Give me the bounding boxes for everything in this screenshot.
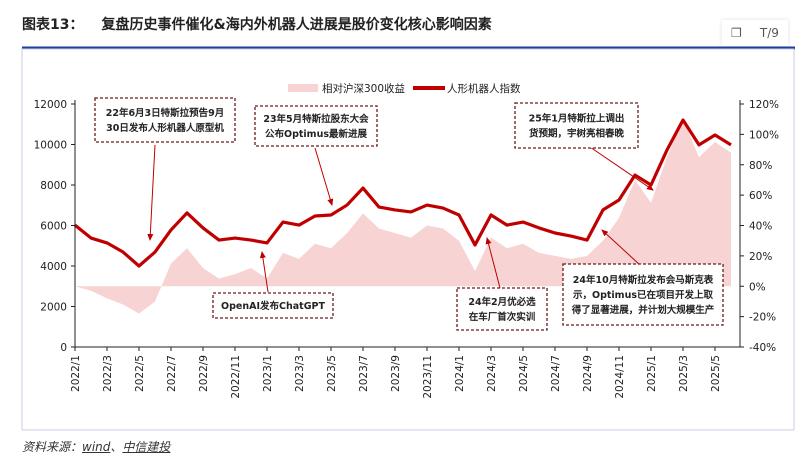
y-left-tick-label: 10000 — [34, 140, 67, 152]
x-tick-label: 2022/11 — [230, 355, 242, 399]
y-right-tick-label: 60% — [749, 190, 772, 202]
y-right-tick-label: 100% — [749, 129, 779, 141]
y-right-tick-label: -20% — [749, 312, 776, 324]
source-wind[interactable]: wind — [82, 440, 111, 454]
page-indicator[interactable]: T/9 — [759, 26, 779, 40]
y-left-tick-label: 0 — [60, 342, 67, 354]
annotation-text: OpenAI发布ChatGPT — [221, 300, 325, 312]
copy-icon[interactable]: ❐ — [731, 26, 742, 40]
x-tick-label: 2024/7 — [550, 355, 562, 392]
x-tick-label: 2023/7 — [358, 355, 370, 392]
figure-title: 复盘历史事件催化&海内外机器人进展是股价变化核心影响因素 — [101, 17, 492, 33]
legend-swatch-area — [288, 84, 318, 92]
annotation-arrow — [589, 146, 654, 191]
x-tick-label: 2022/7 — [166, 355, 178, 392]
x-tick-label: 2024/1 — [454, 355, 466, 392]
x-tick-label: 2023/3 — [294, 355, 306, 392]
source-prefix: 资料来源： — [22, 440, 83, 454]
y-left-tick-label: 8000 — [40, 180, 67, 192]
annotation-arrow — [259, 251, 269, 293]
frame — [21, 48, 795, 431]
toolbar: ❐ T/9 — [722, 20, 788, 46]
x-tick-label: 2023/11 — [422, 355, 434, 399]
annotation-text: 在车厂首次实训 — [469, 311, 536, 323]
annotation-text: 公布Optimus最新进展 — [265, 128, 367, 140]
chart-title: 图表13： 复盘历史事件催化&海内外机器人进展是股价变化核心影响因素 — [22, 14, 492, 34]
x-tick-label: 2022/5 — [134, 355, 146, 392]
annotation-box — [456, 287, 548, 331]
y-right-tick-label: 120% — [749, 99, 779, 111]
x-tick-label: 2022/9 — [198, 355, 210, 392]
annotation-text: 25年1月特斯拉上调出 — [529, 113, 625, 125]
annotation-text: 30日发布人形机器人原型机 — [106, 122, 224, 134]
series-line-robot-index — [73, 118, 732, 268]
annotation-text: 得了显著进展，并计划大规模生产 — [571, 304, 715, 316]
annotation-text: 23年5月特斯拉股东大会 — [263, 113, 369, 125]
x-tick-label: 2025/3 — [678, 355, 690, 392]
x-tick-label: 2022/1 — [70, 355, 82, 392]
annotation-text: 22年6月3日特斯拉预告9月 — [106, 107, 225, 119]
legend-swatch-line — [413, 86, 445, 90]
y-right-tick-label: 80% — [749, 160, 772, 172]
x-tick-label: 2025/1 — [646, 355, 658, 392]
annotation-arrow — [314, 147, 334, 206]
source-separator: 、 — [110, 440, 123, 454]
annotation-arrow — [485, 237, 501, 289]
x-tick-label: 2022/3 — [102, 355, 114, 392]
legend-label-area: 相对沪深300收益 — [322, 82, 406, 95]
annotation-text: 24年2月优必选 — [468, 296, 536, 308]
annotation-box — [212, 292, 334, 319]
source-note: 资料来源：wind、中信建投 — [22, 438, 170, 455]
x-tick-label: 2024/3 — [486, 355, 498, 392]
source-citic[interactable]: 中信建投 — [122, 440, 171, 454]
y-left-tick-label: 2000 — [40, 302, 67, 314]
y-left-tick-label: 12000 — [34, 99, 67, 111]
annotation-box — [254, 105, 378, 147]
annotation-arrow — [147, 144, 156, 241]
annotation-text: 货预期，宇树亮相春晚 — [528, 128, 625, 140]
annotation-text: 示，Optimus已在项目开发上取 — [573, 289, 713, 301]
annotation-text: 24年10月特斯拉发布会马斯克表 — [573, 274, 714, 286]
x-tick-label: 2023/5 — [326, 355, 338, 392]
x-tick-label: 2024/5 — [518, 355, 530, 392]
x-tick-label: 2024/11 — [614, 355, 626, 399]
annotation-box — [562, 263, 724, 326]
y-right-tick-label: -40% — [749, 342, 776, 354]
figure-label: 图表13： — [22, 17, 84, 33]
annotation-box — [514, 102, 639, 149]
y-left-tick-label: 6000 — [40, 221, 67, 233]
annotation-arrow — [601, 229, 641, 266]
y-left-tick-label: 4000 — [40, 261, 67, 273]
x-tick-label: 2024/9 — [582, 355, 594, 392]
x-tick-label: 2023/9 — [390, 355, 402, 392]
annotation-box — [94, 97, 236, 143]
legend-label-line: 人形机器人指数 — [447, 82, 521, 95]
y-right-tick-label: 40% — [749, 221, 772, 233]
x-tick-label: 2023/1 — [262, 355, 274, 392]
y-right-tick-label: 20% — [749, 251, 772, 263]
x-tick-label: 2025/5 — [710, 355, 722, 392]
y-right-tick-label: 0% — [749, 281, 766, 293]
